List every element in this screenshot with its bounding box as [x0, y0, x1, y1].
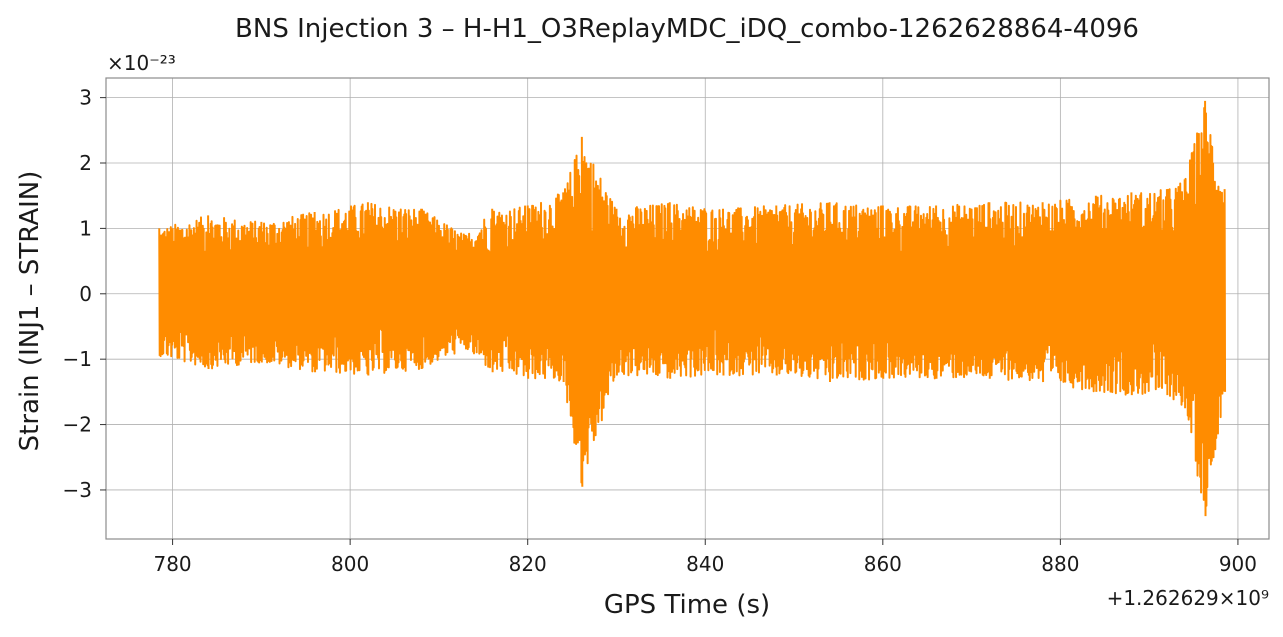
x-tick-label: 820 [509, 552, 547, 576]
x-tick-label: 880 [1041, 552, 1079, 576]
plot-frame [105, 77, 1270, 540]
x-tick-label: 900 [1219, 552, 1257, 576]
x-axis-label: GPS Time (s) [604, 590, 770, 620]
chart-title: BNS Injection 3 – H-H1_O3ReplayMDC_iDQ_c… [235, 14, 1139, 44]
x-tick-label: 840 [686, 552, 724, 576]
axis-ticks: 780 800 820 840 860 880 900 −3 −2 −1 0 1 2 3 [63, 86, 1258, 576]
y-tick-label: 1 [79, 216, 92, 240]
y-tick-label: 0 [79, 282, 92, 306]
y-tick-label: −2 [63, 413, 92, 437]
x-tick-label: 800 [331, 552, 369, 576]
x-offset-label: +1.262629×10⁹ [1107, 586, 1269, 610]
x-tick-label: 860 [864, 552, 902, 576]
y-tick-label: 3 [79, 86, 92, 110]
plot-data [158, 100, 1227, 517]
strain-series-line [158, 100, 1227, 517]
y-tick-label: −1 [63, 347, 92, 371]
y-axis-label: Strain (INJ1 – STRAIN) [15, 171, 45, 452]
y-tick-label: 2 [79, 151, 92, 175]
x-tick-label: 780 [153, 552, 191, 576]
y-multiplier-label: ×10⁻²³ [107, 51, 176, 75]
y-tick-label: −3 [63, 478, 92, 502]
